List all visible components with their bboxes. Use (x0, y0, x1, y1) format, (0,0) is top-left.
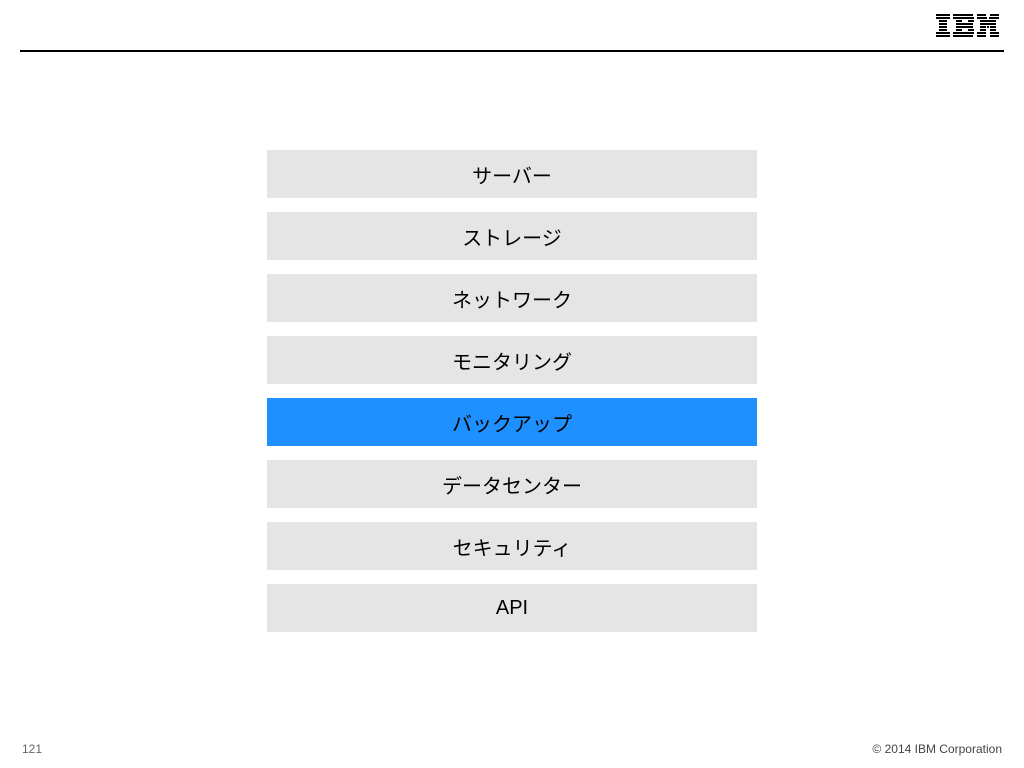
menu-item-label: サーバー (472, 160, 552, 189)
menu-item-label: データセンター (442, 470, 582, 499)
menu-item-security[interactable]: セキュリティ (267, 522, 757, 570)
menu-item-storage[interactable]: ストレージ (267, 212, 757, 260)
ibm-logo (936, 14, 1000, 45)
menu-item-monitoring[interactable]: モニタリング (267, 336, 757, 384)
menu-item-datacenter[interactable]: データセンター (267, 460, 757, 508)
menu-item-label: モニタリング (452, 346, 572, 375)
menu-item-label: バックアップ (452, 408, 572, 437)
category-menu: サーバー ストレージ ネットワーク モニタリング バックアップ データセンター … (267, 150, 757, 646)
copyright: © 2014 IBM Corporation (872, 742, 1002, 756)
menu-item-label: セキュリティ (453, 532, 572, 561)
menu-item-label: API (496, 597, 528, 620)
menu-item-label: ストレージ (462, 222, 562, 251)
menu-item-server[interactable]: サーバー (267, 150, 757, 198)
menu-item-api[interactable]: API (267, 584, 757, 632)
header-rule (20, 50, 1004, 52)
menu-item-backup[interactable]: バックアップ (267, 398, 757, 446)
page-number: 121 (22, 742, 42, 756)
menu-item-network[interactable]: ネットワーク (267, 274, 757, 322)
menu-item-label: ネットワーク (452, 284, 572, 313)
slide-page: サーバー ストレージ ネットワーク モニタリング バックアップ データセンター … (0, 0, 1024, 768)
